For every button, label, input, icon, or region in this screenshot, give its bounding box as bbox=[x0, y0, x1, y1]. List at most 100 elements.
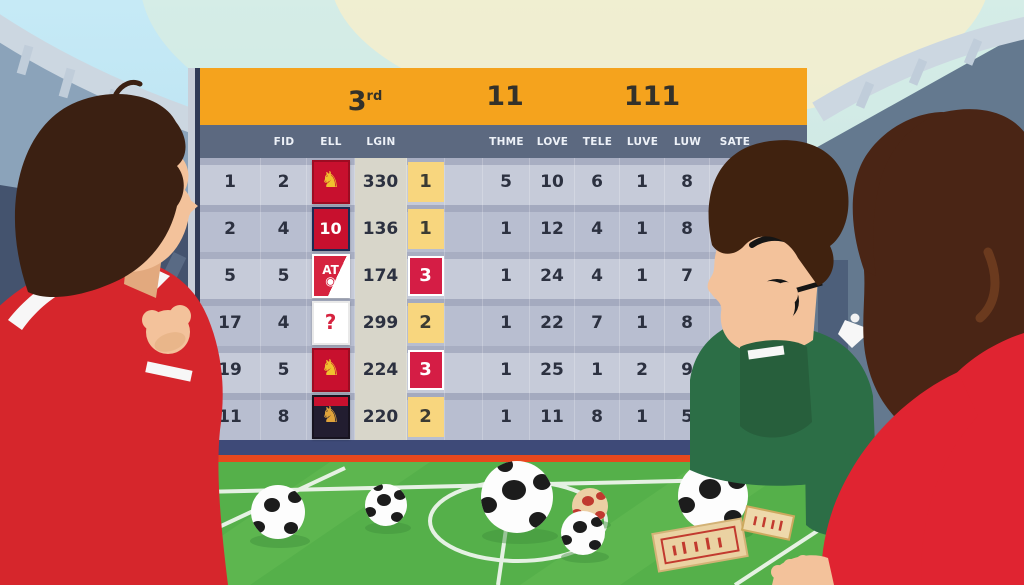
cell-position: 11 bbox=[200, 393, 261, 440]
cell-highlight: 2 bbox=[407, 393, 445, 440]
club-badge-crest-gold-lion-red: ♞ bbox=[311, 159, 350, 204]
cell-tele: 1 bbox=[575, 346, 620, 393]
col-header-love: LOVE bbox=[536, 135, 569, 148]
board-footer-orange-band bbox=[0, 455, 1024, 466]
column-header-row: FID ELL LGIN THME LOVE TELE LUVE LUW SAT… bbox=[200, 125, 807, 158]
cell-highlight: 1 bbox=[407, 205, 445, 252]
cell-thme: 1 bbox=[483, 346, 530, 393]
league-table-board: 3rd 11 111 FID ELL LGIN THME LOVE TELE L… bbox=[195, 68, 807, 440]
table-body: 1 2 ♞ 330 1 5 10 6 1 8 2 4 10 136 1 1 12… bbox=[200, 158, 807, 440]
header-rank: 3rd bbox=[347, 86, 383, 117]
cell-gap bbox=[445, 346, 483, 393]
cell-highlight: 3 bbox=[407, 252, 445, 299]
club-badge-crest-dark-lion: ♞ bbox=[311, 394, 350, 439]
highlight-chip: 3 bbox=[407, 349, 444, 390]
cell-luw: 8 bbox=[665, 299, 710, 346]
cell-lgin: 299 bbox=[355, 299, 407, 346]
pearl-earring bbox=[850, 313, 860, 323]
cell-lgin: 330 bbox=[355, 158, 407, 205]
highlight-chip: 3 bbox=[407, 255, 444, 296]
cell-thme: 1 bbox=[483, 393, 530, 440]
board-header: 3rd 11 111 bbox=[200, 68, 807, 125]
cell-tele: 7 bbox=[575, 299, 620, 346]
highlight-chip: 2 bbox=[407, 302, 444, 343]
col-header-fid: FID bbox=[273, 135, 295, 148]
cell-badge: ? bbox=[307, 299, 355, 346]
right-rim-band bbox=[812, 16, 1024, 122]
cell-badge: ♞ bbox=[307, 346, 355, 393]
cell-thme: 1 bbox=[483, 299, 530, 346]
cell-love: 22 bbox=[530, 299, 575, 346]
cell-thme: 1 bbox=[483, 205, 530, 252]
table-row: 1 2 ♞ 330 1 5 10 6 1 8 bbox=[200, 158, 807, 205]
cell-highlight: 3 bbox=[407, 346, 445, 393]
cell-highlight: 1 bbox=[407, 158, 445, 205]
cell-luve: 1 bbox=[620, 205, 665, 252]
cell-gap bbox=[445, 299, 483, 346]
cell-badge: 10 bbox=[307, 205, 355, 252]
cell-luve: 2 bbox=[620, 346, 665, 393]
table-row: 5 5 AT ◉ 174 3 1 24 4 1 7 3 bbox=[200, 252, 807, 299]
cell-love: 25 bbox=[530, 346, 575, 393]
ticket bbox=[740, 505, 796, 541]
cell-luve: 1 bbox=[620, 158, 665, 205]
cell-badge: AT ◉ bbox=[307, 252, 355, 299]
cell-tele: 8 bbox=[575, 393, 620, 440]
cell-love: 10 bbox=[530, 158, 575, 205]
cell-lgin: 220 bbox=[355, 393, 407, 440]
cell-tele: 4 bbox=[575, 205, 620, 252]
cell-fid: 2 bbox=[261, 158, 307, 205]
cell-gap bbox=[445, 393, 483, 440]
cell-luve: 1 bbox=[620, 393, 665, 440]
cell-position: 17 bbox=[200, 299, 261, 346]
club-badge-at-club-diagonal: AT ◉ bbox=[311, 253, 350, 298]
cell-highlight: 2 bbox=[407, 299, 445, 346]
club-badge-unknown-question-mark: ? bbox=[311, 300, 350, 345]
man-red-sweater-left bbox=[0, 79, 228, 585]
club-badge-shirt-number-10: 10 bbox=[311, 206, 350, 251]
cell-fid: 4 bbox=[261, 299, 307, 346]
cell-fid: 5 bbox=[261, 346, 307, 393]
cell-fid: 5 bbox=[261, 252, 307, 299]
col-header-lgin: LGIN bbox=[366, 135, 396, 148]
highlight-chip: 1 bbox=[407, 161, 444, 202]
cell-thme: 1 bbox=[483, 252, 530, 299]
cell-fid: 4 bbox=[261, 205, 307, 252]
club-badge-crest-gold-lion-red: ♞ bbox=[311, 347, 350, 392]
cell-gap bbox=[445, 252, 483, 299]
ticket bbox=[651, 517, 749, 573]
col-header-luve: LUVE bbox=[626, 135, 659, 148]
cell-thme: 5 bbox=[483, 158, 530, 205]
table-row: 19 5 ♞ 224 3 1 25 1 2 9 6 bbox=[200, 346, 807, 393]
highlight-chip: 1 bbox=[407, 208, 444, 249]
table-row: 17 4 ? 299 2 1 22 7 1 8 8 bbox=[200, 299, 807, 346]
cell-position: 5 bbox=[200, 252, 261, 299]
cell-lgin: 224 bbox=[355, 346, 407, 393]
woman-red-foreground-right bbox=[771, 109, 1024, 585]
soccer-ball bbox=[365, 484, 407, 526]
header-center-number: 11 bbox=[486, 81, 524, 112]
cell-tele: 4 bbox=[575, 252, 620, 299]
cell-luve: 1 bbox=[620, 252, 665, 299]
col-header-tele: TELE bbox=[582, 135, 613, 148]
col-header-luw: LUW bbox=[673, 135, 702, 148]
cell-love: 11 bbox=[530, 393, 575, 440]
cell-love: 24 bbox=[530, 252, 575, 299]
cell-position: 2 bbox=[200, 205, 261, 252]
cell-badge: ♞ bbox=[307, 393, 355, 440]
col-header-ell: ELL bbox=[320, 135, 342, 148]
cell-gap bbox=[445, 158, 483, 205]
left-rim-band bbox=[0, 14, 214, 139]
col-header-sate: SATE bbox=[719, 135, 751, 148]
right-rim-ticks bbox=[855, 38, 983, 109]
col-header-thme: THME bbox=[489, 135, 524, 148]
soccer-ball bbox=[561, 511, 605, 555]
cell-luve: 1 bbox=[620, 299, 665, 346]
cell-gap bbox=[445, 205, 483, 252]
cell-luw: 7 bbox=[665, 252, 710, 299]
cell-position: 1 bbox=[200, 158, 261, 205]
cell-luw: 8 bbox=[665, 158, 710, 205]
cell-tele: 6 bbox=[575, 158, 620, 205]
